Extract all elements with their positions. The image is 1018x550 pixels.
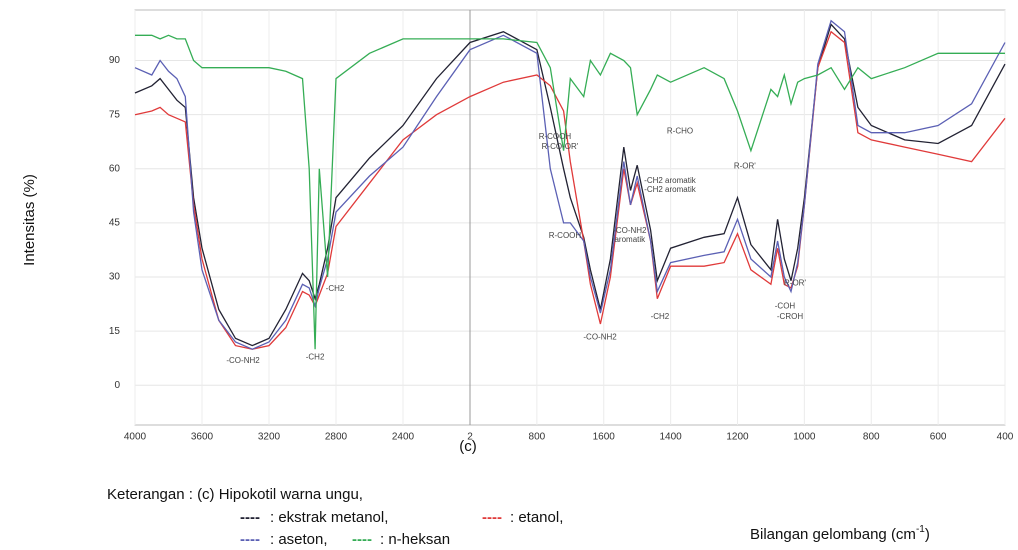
annotation: -COH: [775, 301, 796, 310]
annotation: aromatik: [614, 235, 646, 244]
y-tick-label: 90: [109, 55, 121, 66]
annotation: -CH2: [651, 312, 670, 321]
x-tick-label: 2: [467, 432, 473, 443]
x-tick-label: 2400: [392, 432, 415, 443]
x-tick-label: 1600: [593, 432, 616, 443]
y-tick-label: 60: [109, 163, 121, 174]
legend-label: : etanol,: [510, 509, 563, 526]
annotation: R-CHO: [667, 127, 693, 136]
legend-label: : ekstrak metanol,: [270, 509, 388, 526]
annotation: R-OR': [734, 162, 756, 171]
annotation: -CO-NH2: [613, 226, 647, 235]
legend-marker: ----: [240, 531, 260, 548]
x-axis-label-main: Bilangan gelombang (cm: [750, 526, 916, 543]
spectrum-line: [135, 34, 1005, 350]
x-tick-label: 600: [930, 432, 947, 443]
x-axis-label: Bilangan gelombang (cm-1): [750, 524, 930, 543]
y-tick-label: 15: [109, 326, 121, 337]
legend-label: : n-heksan: [380, 531, 450, 548]
legend-marker: ----: [352, 531, 372, 548]
plot-area: [134, 9, 1006, 426]
legend-marker: ----: [240, 509, 260, 526]
x-tick-label: 3600: [191, 432, 214, 443]
panel-label: (c): [459, 438, 477, 455]
annotation: -CH2: [306, 352, 325, 361]
x-tick-label: 2800: [325, 432, 348, 443]
legend-label: : aseton,: [270, 531, 328, 548]
y-tick-label: 0: [114, 380, 120, 391]
x-tick-label: 400: [997, 432, 1014, 443]
y-tick-label: 45: [109, 218, 121, 229]
annotation: -CO-NH2: [226, 356, 260, 365]
annotation: -CO-NH2: [583, 332, 617, 341]
x-tick-label: 3200: [258, 432, 281, 443]
x-tick-label: 1000: [793, 432, 816, 443]
annotation: R-COOH: [539, 132, 572, 141]
annotation: R-OR': [784, 278, 806, 287]
y-tick-label: 75: [109, 109, 121, 120]
y-axis-label: Intensitas (%): [21, 174, 38, 266]
x-tick-label: 800: [863, 432, 880, 443]
x-tick-label: 1200: [726, 432, 749, 443]
x-tick-label: 800: [529, 432, 546, 443]
annotation: -CROH: [777, 312, 803, 321]
annotation: R-CO-OR': [542, 142, 579, 151]
annotation: -CH2: [326, 284, 345, 293]
annotation: -CH2 aromatik: [644, 176, 697, 185]
y-tick-label: 30: [109, 272, 121, 283]
x-tick-label: 1400: [660, 432, 683, 443]
x-tick-label: 4000: [124, 432, 147, 443]
spectrum-line: [134, 19, 1006, 350]
legend-marker: ----: [482, 509, 502, 526]
legend-title: Keterangan : (c) Hipokotil warna ungu,: [107, 486, 363, 503]
x-axis-label-sup: -1: [916, 524, 925, 535]
x-axis-label-end: ): [925, 526, 930, 543]
annotation: R-COOH: [549, 231, 582, 240]
annotation: -CH2 aromatik: [644, 185, 697, 194]
